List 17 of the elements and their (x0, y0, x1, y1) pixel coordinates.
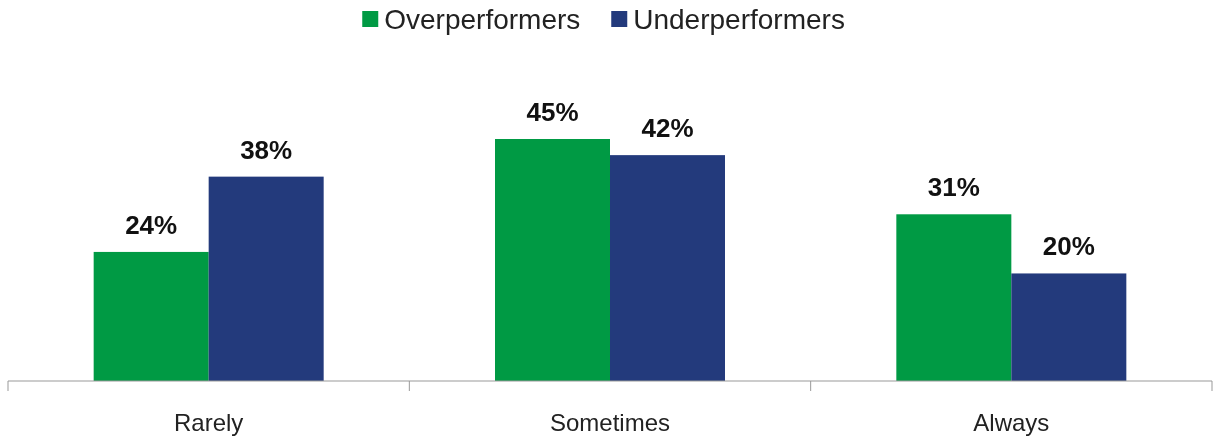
data-label: 31% (927, 172, 980, 203)
bar (1011, 273, 1127, 381)
data-label: 45% (526, 97, 579, 127)
data-label: 38% (240, 134, 293, 165)
legend-label: Underperformers (633, 4, 845, 35)
bar (896, 214, 1012, 381)
legend-label: Overperformers (384, 4, 581, 35)
data-label: 20% (1042, 231, 1095, 262)
data-label: 24% (125, 209, 178, 240)
bar (610, 155, 725, 381)
data-label: 42% (641, 113, 694, 144)
x-tick-label: Rarely (173, 409, 244, 436)
x-tick-label: Always (973, 409, 1050, 436)
bar (208, 176, 324, 381)
bar (93, 251, 209, 381)
x-tick-label: Sometimes (549, 409, 671, 436)
bar (495, 139, 610, 381)
